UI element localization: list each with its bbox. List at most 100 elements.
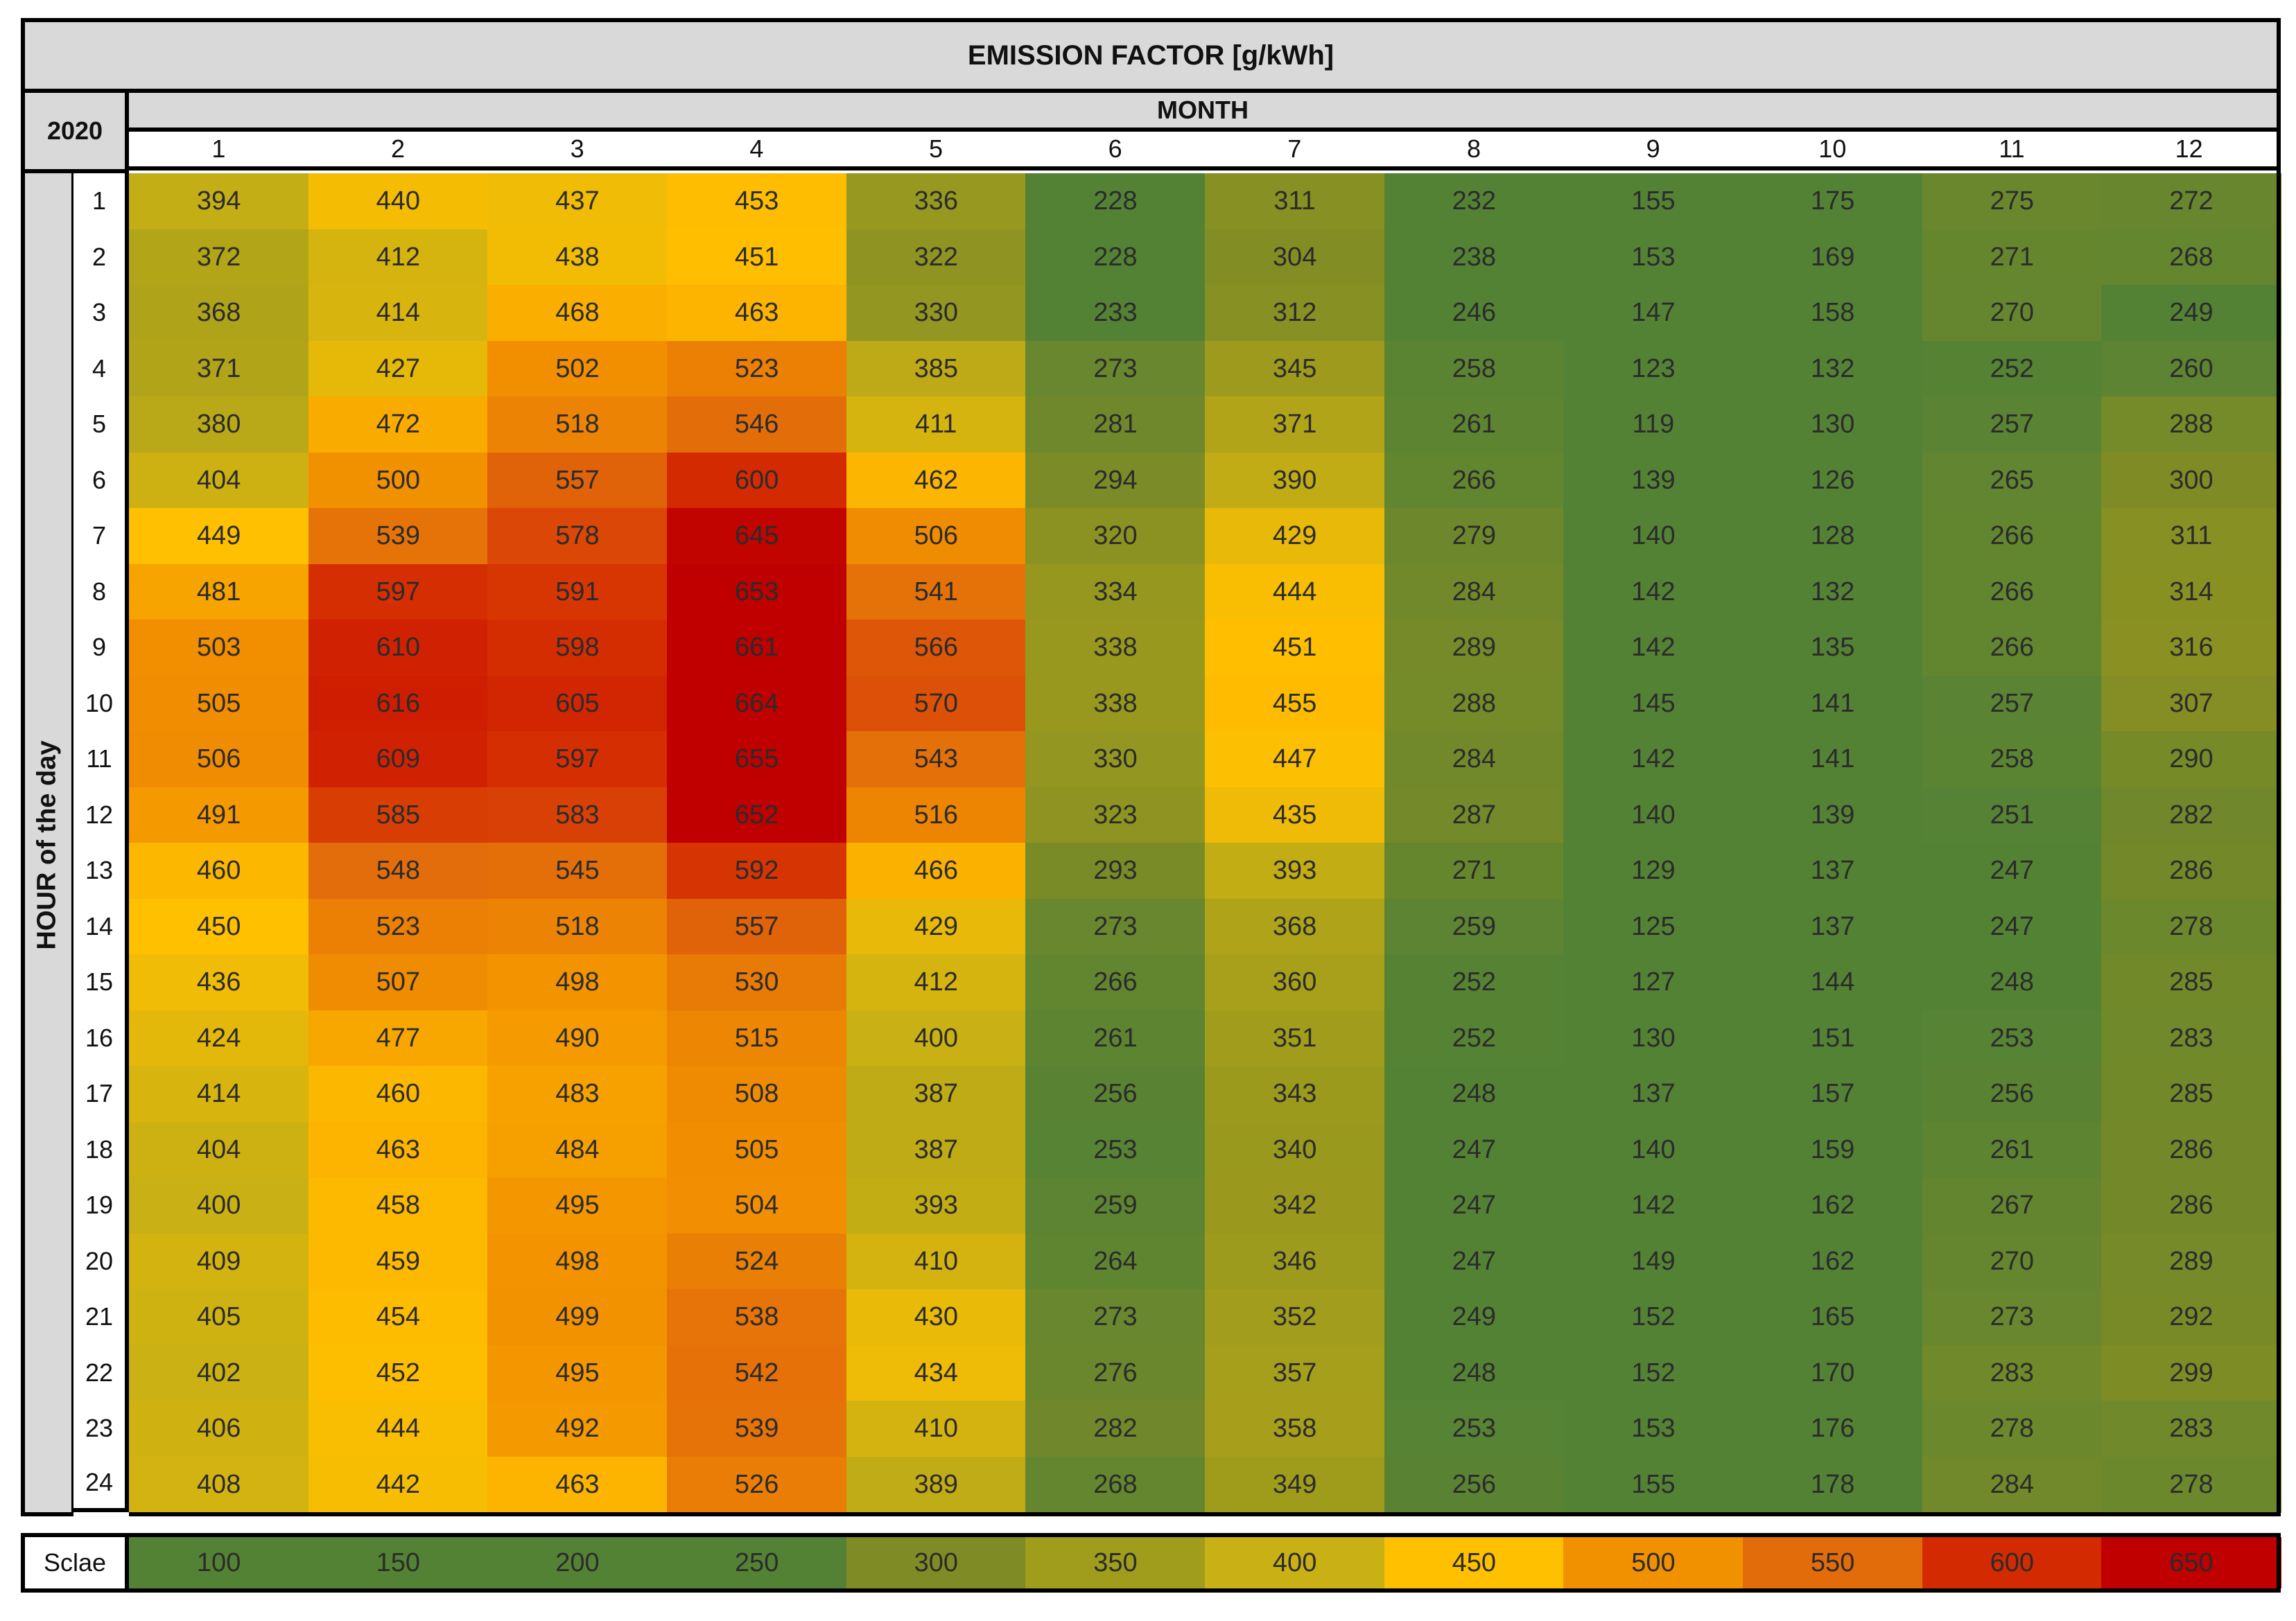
heatmap-cell: 515 [667,1010,847,1067]
heatmap-cell: 170 [1743,1344,1923,1401]
heatmap-cell: 429 [846,898,1026,955]
heatmap-cell: 264 [1025,1233,1206,1290]
heatmap-cell: 252 [1384,954,1564,1011]
heatmap-cell: 152 [1563,1344,1743,1401]
heatmap-cell: 483 [487,1066,668,1123]
heatmap-cell: 526 [667,1456,847,1513]
heatmap-cell: 507 [308,954,488,1011]
month-tick-9: 9 [1563,132,1743,170]
heatmap-cell: 144 [1743,954,1923,1011]
heatmap-cell: 322 [846,229,1026,286]
heatmap-cell: 157 [1743,1066,1923,1123]
heatmap-cell: 371 [1205,396,1385,453]
heatmap-cell: 444 [308,1401,488,1457]
heatmap-cell: 300 [2101,452,2281,509]
heatmap-cell: 523 [308,898,488,955]
heatmap-cell: 293 [1025,843,1206,900]
heatmap-cell: 454 [308,1289,488,1346]
heatmap-cell: 268 [2101,229,2281,286]
month-tick-8: 8 [1384,132,1564,170]
heatmap-cell: 275 [1922,173,2102,230]
heatmap-cell: 176 [1743,1401,1923,1457]
heatmap-cell: 294 [1025,452,1206,509]
hour-tick-16: 16 [73,1010,129,1066]
heatmap-cell: 248 [1384,1066,1564,1123]
hour-tick-1: 1 [73,173,129,229]
month-tick-1: 1 [129,132,308,170]
heatmap-cell: 141 [1743,675,1923,732]
heatmap-cell: 387 [846,1121,1026,1178]
heatmap-cell: 499 [487,1289,668,1346]
heatmap-cell: 288 [1384,675,1564,732]
heatmap-cell: 570 [846,675,1026,732]
heatmap-cell: 247 [1384,1177,1564,1234]
heatmap-cell: 406 [129,1401,309,1457]
scale-swatch-100: 100 [129,1537,309,1588]
month-tick-6: 6 [1025,132,1205,170]
heatmap-cell: 664 [667,675,847,732]
heatmap-cell: 484 [487,1121,668,1178]
heatmap-cell: 135 [1743,620,1923,676]
heatmap-cell: 466 [846,843,1026,900]
heatmap-cell: 272 [2101,173,2281,230]
heatmap-cell: 598 [487,620,668,676]
heatmap-cell: 286 [2101,1177,2281,1234]
hour-tick-22: 22 [73,1344,129,1401]
heatmap-cell: 542 [667,1344,847,1401]
heatmap-cell: 270 [1922,1233,2102,1290]
heatmap-cell: 158 [1743,285,1923,342]
heatmap-cell: 289 [2101,1233,2281,1290]
heatmap-cell: 505 [129,675,309,732]
heatmap-cell: 311 [1205,173,1385,230]
heatmap-cell: 142 [1563,563,1743,620]
heatmap-cell: 259 [1384,898,1564,955]
heatmap-cell: 442 [308,1456,488,1513]
heatmap-cell: 142 [1563,1177,1743,1234]
heatmap-cell: 429 [1205,508,1385,565]
heatmap-cell: 410 [846,1233,1026,1290]
heatmap-cell: 655 [667,731,847,788]
heatmap-cell: 444 [1205,563,1385,620]
heatmap-cell: 247 [1922,843,2102,900]
heatmap-cell: 405 [129,1289,309,1346]
scale-swatch-600: 600 [1922,1537,2102,1588]
heatmap-cell: 345 [1205,340,1385,397]
heatmap-cell: 508 [667,1066,847,1123]
heatmap-cell: 451 [667,229,847,286]
heatmap-cell: 557 [487,452,668,509]
hour-tick-14: 14 [73,898,129,954]
heatmap-cell: 411 [846,396,1026,453]
heatmap-cell: 257 [1922,675,2102,732]
heatmap-cell: 139 [1563,452,1743,509]
heatmap-cell: 128 [1743,508,1923,565]
heatmap-cell: 281 [1025,396,1206,453]
heatmap-cell: 477 [308,1010,488,1067]
heatmap-cell: 463 [487,1456,668,1513]
heatmap-cell: 338 [1025,675,1206,732]
heatmap-cell: 258 [1922,731,2102,788]
heatmap-cell: 232 [1384,173,1564,230]
heatmap-cell: 268 [1025,1456,1206,1513]
heatmap-cell: 343 [1205,1066,1385,1123]
heatmap-cell: 352 [1205,1289,1385,1346]
heatmap-cell: 412 [846,954,1026,1011]
month-tick-2: 2 [308,132,488,170]
heatmap-cell: 460 [129,843,309,900]
heatmap-cell: 155 [1563,1456,1743,1513]
heatmap-cell: 518 [487,898,668,955]
hour-tick-21: 21 [73,1289,129,1345]
heatmap-cell: 463 [308,1121,488,1178]
heatmap-cell: 490 [487,1010,668,1067]
heatmap-cell: 409 [129,1233,309,1290]
hour-tick-9: 9 [73,620,129,676]
heatmap-cell: 346 [1205,1233,1385,1290]
heatmap-cell: 248 [1922,954,2102,1011]
heatmap-cell: 591 [487,563,668,620]
heatmap-cell: 389 [846,1456,1026,1513]
heatmap-cell: 548 [308,843,488,900]
heatmap-cell: 451 [1205,620,1385,676]
heatmap-cell: 504 [667,1177,847,1234]
heatmap-cell: 276 [1025,1344,1206,1401]
heatmap-cell: 238 [1384,229,1564,286]
heatmap-cell: 140 [1563,508,1743,565]
